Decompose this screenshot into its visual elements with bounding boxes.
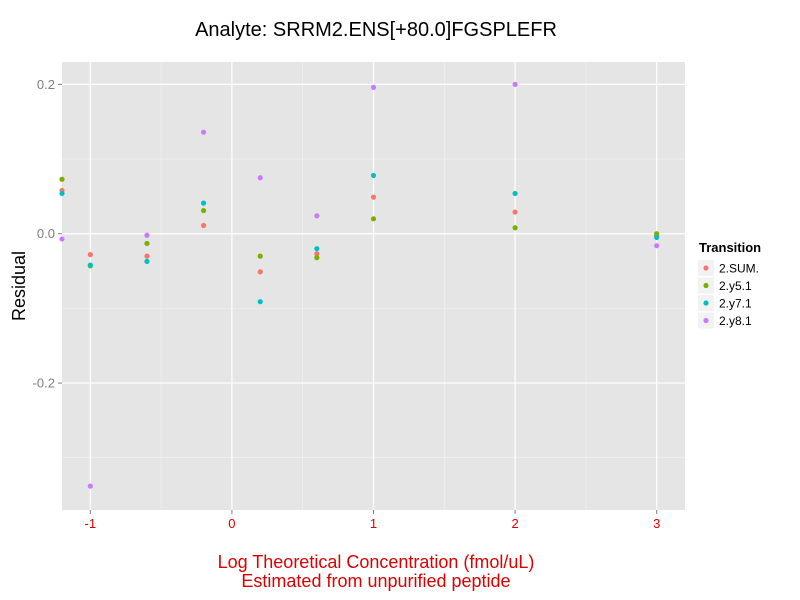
data-point — [370, 172, 377, 179]
y-tick-label: -0.2 — [33, 376, 55, 391]
x-tick-label: 3 — [653, 516, 660, 531]
data-point — [87, 483, 93, 489]
data-point — [144, 240, 150, 247]
data-point — [654, 243, 660, 249]
data-point — [59, 236, 65, 242]
data-point — [257, 299, 263, 305]
x-axis-label-line-1: Log Theoretical Concentration (fmol/uL) — [218, 552, 535, 572]
data-point — [144, 232, 150, 238]
legend-title: Transition — [699, 240, 761, 255]
data-point — [200, 207, 207, 214]
x-tick-label: 0 — [228, 516, 235, 531]
data-point — [654, 231, 660, 237]
legend-key-point — [703, 317, 709, 324]
data-point — [314, 246, 320, 252]
data-point — [370, 194, 377, 200]
grid-lines — [62, 62, 685, 510]
data-point — [654, 234, 660, 241]
x-tick-label: 2 — [511, 516, 518, 531]
data-point — [59, 190, 65, 197]
legend-key-point — [703, 282, 709, 289]
data-points — [59, 81, 660, 489]
legend-label: 2.SUM. — [719, 262, 759, 276]
data-point — [87, 262, 93, 268]
data-point — [144, 258, 150, 264]
data-point — [370, 84, 377, 90]
data-point — [314, 213, 320, 219]
data-point — [59, 176, 65, 182]
legend-label: 2.y5.1 — [719, 279, 752, 293]
y-tick-label: 0.2 — [37, 77, 55, 92]
legend-label: 2.y7.1 — [719, 297, 752, 311]
legend: Transition 2.SUM. 2.y5.1 2.y7.1 2.y8.1 — [698, 240, 761, 329]
legend-label: 2.y8.1 — [719, 314, 752, 328]
data-point — [512, 190, 518, 197]
chart-title: Analyte: SRRM2.ENS[+80.0]FGSPLEFR — [195, 19, 557, 41]
y-tick-label: 0.0 — [37, 226, 55, 241]
y-axis-ticks: -0.2 0.0 0.2 — [33, 77, 62, 391]
data-point — [512, 225, 518, 231]
legend-key-point — [703, 300, 709, 306]
x-axis-label-line-2: Estimated from unpurified peptide — [241, 571, 510, 591]
data-point — [200, 200, 207, 206]
data-point — [512, 81, 518, 87]
data-point — [370, 216, 377, 222]
data-point — [257, 175, 263, 181]
data-point — [200, 222, 207, 229]
data-point — [257, 269, 263, 275]
data-point — [257, 253, 263, 259]
x-tick-label: 1 — [370, 516, 377, 531]
data-point — [144, 253, 150, 259]
data-point — [314, 255, 320, 261]
data-point — [512, 209, 518, 215]
data-point — [200, 129, 207, 135]
y-axis-label: Residual — [9, 251, 29, 321]
data-point — [314, 251, 320, 257]
legend-key-point — [703, 265, 709, 271]
data-point — [87, 252, 93, 258]
x-axis-ticks: -1 0 1 2 3 — [85, 510, 660, 531]
x-tick-label: -1 — [85, 516, 97, 531]
